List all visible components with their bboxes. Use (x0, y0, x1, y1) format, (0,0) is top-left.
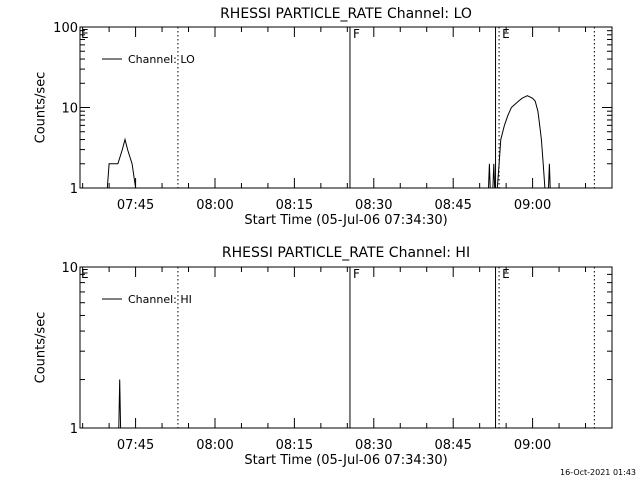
plot-frame (79, 26, 613, 189)
legend-label: Channel: HI (128, 293, 192, 306)
x-tick-label: 08:15 (276, 198, 313, 213)
x-tick-label: 07:45 (117, 198, 154, 213)
chart-title: RHESSI PARTICLE_RATE Channel: HI (222, 245, 470, 261)
event-marker-label: E (502, 267, 510, 281)
data-line (488, 163, 491, 189)
event-marker-label: E (502, 27, 510, 41)
x-tick-label: 08:00 (196, 198, 233, 213)
y-tick-label: 100 (53, 21, 78, 36)
chart-title: RHESSI PARTICLE_RATE Channel: LO (220, 6, 472, 22)
footer-timestamp: 16-Oct-2021 01:43 (560, 468, 636, 477)
y-axis-label: Counts/sec (34, 72, 49, 144)
x-tick-label: 08:15 (276, 438, 313, 453)
event-marker-label: E (81, 27, 89, 41)
x-tick-label: 07:45 (117, 438, 154, 453)
x-tick-label: 08:30 (355, 438, 392, 453)
data-line (496, 95, 546, 189)
event-marker-label: F (353, 267, 360, 281)
event-marker-label: E (81, 267, 89, 281)
data-line (492, 163, 496, 189)
x-tick-label: 09:00 (514, 198, 551, 213)
event-marker-label: F (353, 27, 360, 41)
data-line (106, 137, 140, 189)
y-tick-label: 10 (61, 102, 78, 117)
y-tick-label: 1 (70, 422, 78, 437)
data-line (118, 379, 122, 429)
y-axis-label: Counts/sec (34, 312, 49, 384)
data-line (548, 163, 551, 189)
x-tick-label: 08:00 (196, 438, 233, 453)
x-axis-label: Start Time (05-Jul-06 07:34:30) (244, 213, 447, 228)
plot-frame (79, 266, 613, 429)
x-tick-label: 08:30 (355, 198, 392, 213)
x-tick-label: 09:00 (514, 438, 551, 453)
x-tick-label: 08:45 (434, 198, 471, 213)
legend-label: Channel: LO (128, 53, 195, 66)
x-tick-label: 08:45 (434, 438, 471, 453)
x-axis-label: Start Time (05-Jul-06 07:34:30) (244, 453, 447, 468)
y-tick-label: 10 (61, 261, 78, 276)
y-tick-label: 1 (70, 182, 78, 197)
